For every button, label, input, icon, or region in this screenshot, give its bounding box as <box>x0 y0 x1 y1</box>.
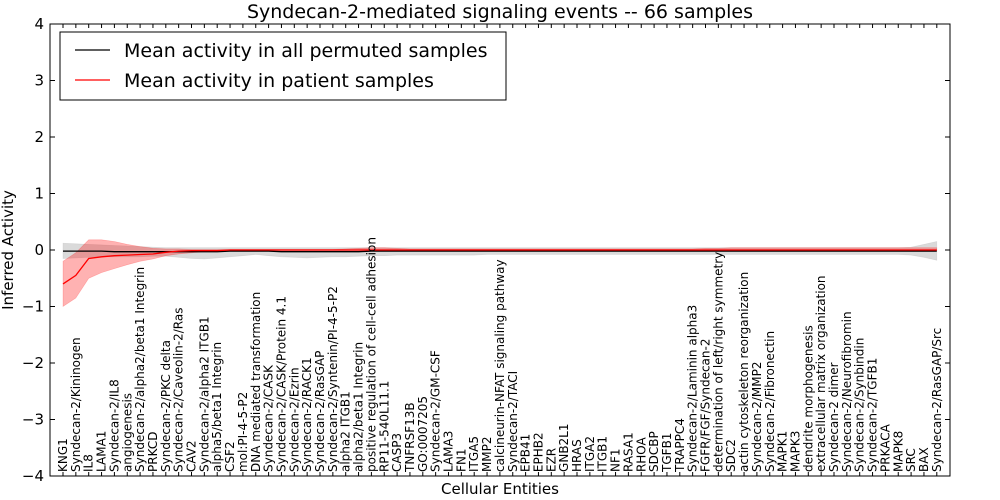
xtick-label: MAPK8 <box>891 431 905 472</box>
xtick-label: Syndecan-2/Synbindin <box>853 338 867 472</box>
xtick-label: determination of left/right symmetry <box>711 252 725 472</box>
xtick-label: Syndecan-2/PKC delta <box>159 340 173 472</box>
xtick-label: calcineurin-NFAT signaling pathway <box>493 259 507 472</box>
xtick-label: PRKCD <box>146 432 160 472</box>
xtick-label: Syndecan-2/MMP2 <box>750 362 764 472</box>
xtick-label: MMP2 <box>480 436 494 472</box>
xtick-label: EPHB2 <box>532 432 546 472</box>
xtick-label: alpha5/beta1 Integrin <box>210 342 224 472</box>
xtick-label: Syndecan-2 dimer <box>827 362 841 472</box>
xtick-label: TRAPPC4 <box>673 418 687 473</box>
xtick-label: IL8 <box>82 454 96 472</box>
xtick-label: PRKACA <box>878 423 892 472</box>
legend: Mean activity in all permuted samples Me… <box>59 31 507 101</box>
xtick-label: SDCBP <box>647 431 661 472</box>
xtick-label: FN1 <box>454 448 468 472</box>
ytick-label: 3 <box>34 72 44 90</box>
xtick-label: TNFRSF13B <box>403 402 417 473</box>
legend-label-permuted: Mean activity in all permuted samples <box>124 40 487 62</box>
xtick-label: CSF2 <box>223 441 237 472</box>
xtick-label: Syndecan-2/IL8 <box>107 379 121 472</box>
xtick-label: SRC <box>904 448 918 472</box>
ytick-label: −2 <box>22 354 44 372</box>
xtick-label: Syndecan-2/RACK1 <box>300 357 314 472</box>
x-axis-label: Cellular Entities <box>441 480 559 498</box>
xtick-label: NF1 <box>609 448 623 472</box>
xtick-label: KNG1 <box>56 438 70 472</box>
xtick-label: actin cytoskeleton reorganization <box>737 272 751 472</box>
xtick-label: Syndecan-2/Laminin alpha3 <box>686 305 700 472</box>
xtick-label: Syndecan-2/CASK <box>262 364 276 472</box>
xtick-label: Syndecan-2/alpha2/beta1 Integrin <box>133 267 147 472</box>
xtick-label: alpha2 ITGB1 <box>339 391 353 472</box>
x-axis-ticks: KNG1Syndecan-2/KininogenIL8LAMA1Syndecan… <box>56 24 944 476</box>
xtick-label: MAPK1 <box>776 431 790 472</box>
xtick-label: Syndecan-2/Neurofibromin <box>840 311 854 472</box>
xtick-label: FGFR/FGF/Syndecan-2 <box>699 339 713 472</box>
xtick-label: CASP3 <box>390 433 404 472</box>
xtick-label: ITGA2 <box>583 436 597 472</box>
ytick-label: −4 <box>22 467 44 485</box>
xtick-label: EZR <box>544 448 558 472</box>
xtick-label: Syndecan-2/Syntenin/PI-4-5-P2 <box>326 286 340 472</box>
chart-title: Syndecan-2-mediated signaling events -- … <box>247 1 753 23</box>
xtick-label: HRAS <box>570 439 584 472</box>
ytick-label: 2 <box>34 128 44 146</box>
xtick-label: RP11-540L11.1 <box>377 381 391 472</box>
xtick-label: GO:0007205 <box>416 396 430 472</box>
ytick-label: 0 <box>34 241 44 259</box>
xtick-label: alpha2/beta1 Integrin <box>352 342 366 472</box>
legend-label-patient: Mean activity in patient samples <box>124 70 434 92</box>
series-line-permuted <box>63 250 937 253</box>
legend-box <box>59 31 507 101</box>
xtick-label: angiogenesis <box>120 393 134 472</box>
xtick-label: SDC2 <box>724 439 738 472</box>
y-axis-label: Inferred Activity <box>0 190 17 310</box>
xtick-label: BAX <box>917 447 931 472</box>
xtick-label: extracellular matrix organization <box>814 275 828 472</box>
xtick-label: Syndecan-2/RasGAP <box>313 351 327 472</box>
xtick-label: MAPK3 <box>788 431 802 472</box>
xtick-label: Syndecan-2/Kininogen <box>69 337 83 472</box>
xtick-label: Syndecan-2/CASK/Protein 4.1 <box>274 296 288 472</box>
xtick-label: Syndecan-2/Ezrin <box>287 367 301 472</box>
xtick-label: LAMA1 <box>95 431 109 472</box>
xtick-label: LAMA3 <box>442 431 456 472</box>
xtick-label: EPB41 <box>519 434 533 472</box>
ytick-label: 4 <box>34 15 44 33</box>
xtick-label: Syndecan-2/TGFB1 <box>866 358 880 472</box>
xtick-label: Syndecan-2/TACI <box>506 371 520 472</box>
ytick-label: −3 <box>22 411 44 429</box>
xtick-label: RASA1 <box>621 432 635 472</box>
ytick-label: −1 <box>22 298 44 316</box>
xtick-label: dendrite morphogenesis <box>801 325 815 472</box>
xtick-label: mol:PI-4-5-P2 <box>236 392 250 472</box>
series-lines <box>62 249 937 285</box>
xtick-label: CAV2 <box>185 440 199 472</box>
xtick-label: Syndecan-2/Caveolin-2/Ras <box>172 308 186 472</box>
ytick-label: 1 <box>34 185 44 203</box>
xtick-label: ITGA5 <box>467 436 481 472</box>
series-line-patient <box>62 249 937 285</box>
xtick-label: RHOA <box>634 436 648 472</box>
xtick-label: TGFB1 <box>660 433 674 473</box>
xtick-label: ITGB1 <box>596 436 610 472</box>
xtick-label: Syndecan-2/RasGAP/Src <box>930 328 944 472</box>
xtick-label: Syndecan-2/Fibronectin <box>763 331 777 472</box>
plot-area: −4 −3 −2 −1 0 1 2 3 4 KNG1Syndecan-2/KininogenIL… <box>22 15 951 485</box>
xtick-label: positive regulation of cell-cell adhesio… <box>364 237 378 472</box>
xtick-label: Syndecan-2/alpha2 ITGB1 <box>197 316 211 472</box>
xtick-label: GNB2L1 <box>557 423 571 471</box>
xtick-label: Syndecan-2/GM-CSF <box>429 350 443 472</box>
xtick-label: DNA mediated transformation <box>249 292 263 472</box>
y-axis-ticks: −4 −3 −2 −1 0 1 2 3 4 <box>22 15 950 485</box>
